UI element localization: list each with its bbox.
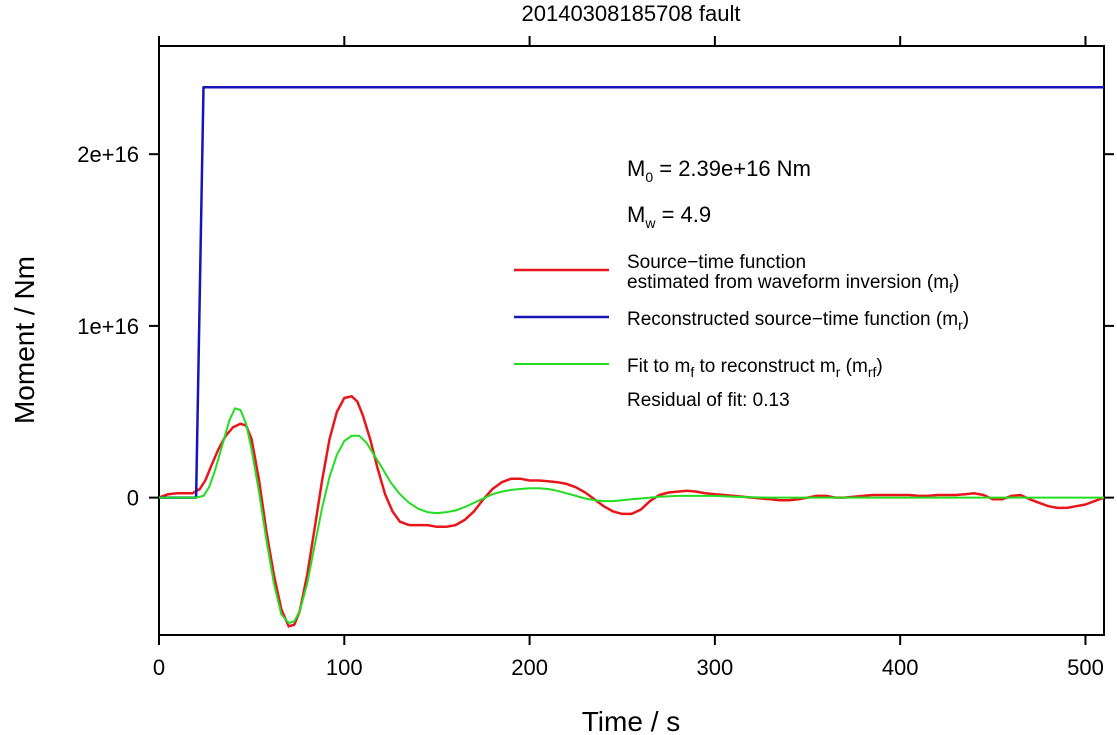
y-axis-ticks: 0 1e+16 2e+16	[77, 142, 1114, 511]
y-tick-label-1: 1e+16	[77, 314, 139, 339]
x-axis-label: Time / s	[582, 706, 681, 735]
x-tick-label-200: 200	[511, 655, 548, 680]
x-tick-label-0: 0	[153, 655, 165, 680]
plot-area	[158, 45, 1105, 636]
residual-annotation: Residual of fit: 0.13	[627, 390, 790, 411]
series-line-green	[159, 407, 1104, 624]
legend-label-red-line1: Source−time function	[627, 252, 806, 273]
x-tick-label-400: 400	[882, 655, 919, 680]
legend-label-green: Fit to mf to reconstruct mr (mrf)	[627, 356, 883, 380]
moment-magnitude-annotation: Mw = 4.9	[627, 202, 711, 231]
x-axis-ticks: 0 100 200 300 400 500	[153, 36, 1104, 680]
plot-frame	[158, 45, 1105, 636]
y-axis-label: Moment / Nm	[9, 256, 40, 424]
seismic-moment-annotation: M0 = 2.39e+16 Nm	[627, 156, 811, 185]
legend-label-red-line2: estimated from waveform inversion (mf)	[627, 272, 959, 296]
y-tick-label-0: 0	[127, 486, 139, 511]
chart-title: 20140308185708 fault	[522, 1, 741, 26]
x-tick-label-500: 500	[1067, 655, 1104, 680]
x-tick-label-100: 100	[326, 655, 363, 680]
x-tick-label-300: 300	[697, 655, 734, 680]
series-line-red	[158, 395, 1105, 628]
y-tick-label-2: 2e+16	[77, 142, 139, 167]
series-layer	[158, 85, 1105, 628]
legend-label-blue: Reconstructed source−time function (mr)	[627, 309, 969, 333]
legend: Source−time function estimated from wave…	[514, 252, 969, 411]
